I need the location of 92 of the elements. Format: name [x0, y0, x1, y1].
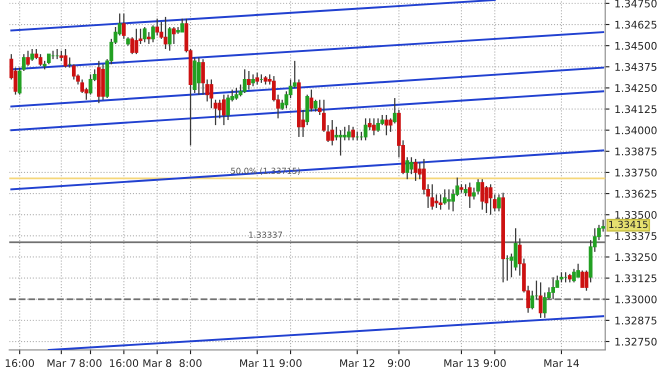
candlestick	[392, 97, 397, 124]
text: 1.33415	[609, 220, 648, 228]
candlestick	[196, 56, 201, 96]
candlestick	[88, 74, 92, 96]
candlestick	[26, 50, 30, 67]
candlestick	[222, 94, 226, 126]
ref-line-label: 50.0% (1.33715)	[231, 168, 300, 175]
y-tick-label: 1.34125	[615, 105, 656, 114]
candlestick	[64, 48, 68, 68]
x-tick-label: Mar 13	[444, 359, 479, 368]
ref-line-label: 1.33337	[249, 232, 282, 238]
candlestick	[438, 194, 442, 210]
candlestick	[255, 72, 260, 86]
x-tick-label: Mar 14	[544, 359, 579, 368]
x-tick-label: 9:00	[484, 359, 506, 368]
candlestick	[342, 126, 347, 141]
x-tick-label: Mar 8	[143, 359, 172, 368]
x-tick-label: 16:00	[110, 359, 138, 368]
candlestick	[530, 290, 534, 310]
x-tick-label: 8:00	[180, 359, 202, 368]
candlestick	[430, 184, 434, 210]
candlestick	[122, 12, 126, 40]
candlestick	[376, 118, 380, 132]
candlestick	[234, 87, 238, 100]
candlestick	[464, 184, 468, 197]
candlestick	[488, 184, 492, 216]
candlestick	[247, 70, 251, 90]
candlestick	[134, 28, 138, 55]
x-tick-label: Mar 12	[340, 359, 374, 368]
candlestick	[442, 188, 447, 206]
candlestick	[480, 178, 484, 210]
candlestick	[310, 88, 314, 112]
candlestick	[476, 178, 480, 196]
candlestick	[242, 68, 247, 94]
candlestick	[146, 32, 151, 45]
candlestick	[468, 182, 472, 209]
y-tick-label: 1.33500	[615, 210, 657, 219]
y-tick-label: 1.33375	[615, 232, 656, 240]
x-tick-label: 9:00	[280, 359, 302, 368]
y-tick-label: 1.34375	[615, 63, 656, 71]
candlestick	[542, 292, 547, 318]
y-tick-label: 1.34500	[615, 42, 657, 50]
y-tick-label: 1.33000	[615, 295, 657, 304]
candlestick	[330, 119, 334, 146]
candlestick	[576, 263, 580, 278]
candlestick	[334, 126, 338, 141]
candlestick	[351, 126, 355, 141]
candlestick	[372, 118, 376, 136]
y-tick-label: 1.32750	[615, 338, 657, 346]
y-tick-label: 1.34625	[615, 20, 656, 29]
candlestick	[180, 18, 184, 33]
candlestick	[251, 74, 255, 87]
candlestick	[405, 156, 410, 180]
candlestick	[560, 272, 564, 283]
candlestick	[434, 194, 438, 209]
candlestick	[172, 26, 176, 45]
candlestick	[38, 53, 42, 67]
candlestick	[347, 124, 351, 141]
candlestick	[497, 194, 501, 212]
y-tick-label: 1.33750	[615, 168, 657, 177]
y-tick-label: 1.33250	[615, 253, 657, 262]
candlestick	[164, 16, 168, 50]
x-tick-label: Mar 11	[240, 359, 274, 368]
y-tick-label: 1.34250	[615, 84, 657, 92]
candlestick	[314, 99, 318, 112]
candlestick	[447, 188, 451, 210]
x-tick-label: 8:00	[80, 359, 102, 368]
candlestick	[209, 78, 214, 109]
candlestick	[368, 118, 372, 131]
y-tick-label: 1.32875	[615, 316, 656, 324]
y-tick-label: 1.33125	[615, 274, 656, 282]
candlestick	[410, 156, 414, 175]
x-tick-label: 9:00	[388, 359, 410, 368]
candlestick	[414, 158, 418, 182]
x-tick-label: 16:00	[6, 359, 34, 368]
candlestick	[538, 282, 542, 318]
y-tick-label: 1.33875	[615, 148, 656, 156]
candlestick	[30, 48, 34, 62]
y-tick-label: 1.33625	[615, 190, 656, 198]
x-tick-label: Mar 7	[48, 359, 76, 368]
candlestick	[580, 270, 584, 288]
y-tick-label: 1.34750	[615, 0, 657, 8]
candlestick	[551, 276, 556, 300]
candlestick	[384, 114, 388, 136]
candlestick	[572, 268, 576, 283]
candlestick	[168, 26, 172, 52]
candlestick	[155, 18, 160, 36]
y-tick-label: 1.34000	[615, 126, 657, 134]
candlestick	[338, 130, 342, 156]
candlestick	[218, 99, 222, 119]
candlestick	[364, 118, 368, 141]
candlestick	[142, 26, 147, 43]
